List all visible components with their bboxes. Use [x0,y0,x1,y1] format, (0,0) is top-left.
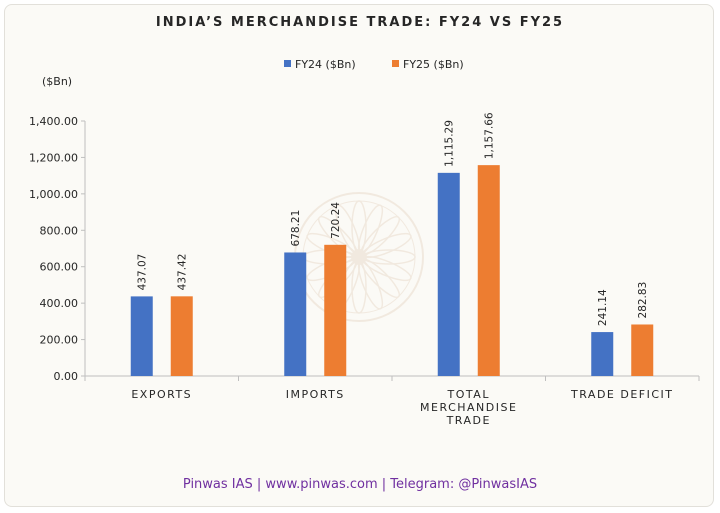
data-label: 720.24 [330,202,342,239]
y-tick-label: 200.00 [40,334,79,347]
legend-swatch [392,60,399,67]
bar-fy24 [591,332,614,376]
lotus-petal [351,200,367,254]
lotus-petal [351,260,367,314]
lotus-petal [362,249,416,265]
lotus-petal [361,232,412,259]
data-label: 241.14 [597,289,609,326]
bar-fy24 [437,172,460,376]
lotus-petal [360,215,401,256]
data-label: 678.21 [290,210,302,247]
y-tick-label: 1,000.00 [29,188,78,201]
chart-card: INDIA’S MERCHANDISE TRADE: FY24 VS FY25 … [4,4,714,507]
legend-label: FY24 ($Bn) [295,58,356,71]
data-label: 1,115.29 [444,120,456,167]
x-category-label: EXPORTS [131,388,192,401]
chart-title: INDIA’S MERCHANDISE TRADE: FY24 VS FY25 [155,15,565,30]
y-tick-label: 400.00 [40,297,79,310]
data-label: 282.83 [637,282,649,319]
bar-fy25 [324,244,347,376]
lotus-petal [334,204,361,255]
lotus-petal [357,204,384,255]
bar-fy25 [477,165,500,376]
lotus-petal [357,259,384,310]
legend-swatch [284,60,291,67]
data-label: 437.07 [137,254,149,291]
bar-fy25 [631,324,654,376]
data-label: 437.42 [177,254,189,291]
y-axis-unit-label: ($Bn) [42,75,72,88]
x-category-label: TOTAL MERCHANDISE TRADE [420,388,517,427]
legend-label: FY25 ($Bn) [403,58,464,71]
bar-fy25 [170,296,193,376]
y-tick-label: 0.00 [54,370,79,383]
bar-fy24 [284,252,307,376]
y-tick-label: 800.00 [40,224,79,237]
y-tick-label: 1,200.00 [29,151,78,164]
y-tick-label: 600.00 [40,261,79,274]
lotus-petal [360,258,401,299]
bar-fy24 [130,296,153,376]
y-tick-label: 1,400.00 [29,115,78,128]
footer-credit: Pinwas IAS | www.pinwas.com | Telegram: … [182,477,538,492]
lotus-logo-icon [294,192,424,322]
bar-chart: 0.00 200.00 400.00 600.00 800.00 1,000.00 1,20… [29,58,700,427]
lotus-petal [361,255,412,282]
data-label: 1,157.66 [484,112,496,159]
x-category-label: IMPORTS [286,388,345,401]
x-category-label: TRADE DEFICIT [570,388,674,401]
lotus-petal [317,215,358,256]
